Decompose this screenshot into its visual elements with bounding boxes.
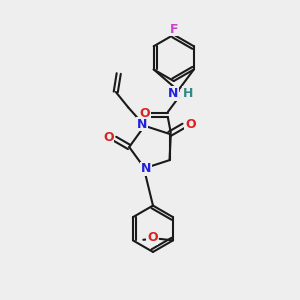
Text: O: O	[103, 131, 114, 144]
Text: N: N	[137, 118, 147, 131]
Text: O: O	[185, 118, 196, 131]
Text: O: O	[140, 107, 150, 120]
Text: F: F	[169, 23, 178, 36]
Text: N: N	[141, 162, 151, 175]
Text: H: H	[183, 87, 193, 100]
Text: O: O	[147, 231, 158, 244]
Text: N: N	[168, 87, 178, 100]
